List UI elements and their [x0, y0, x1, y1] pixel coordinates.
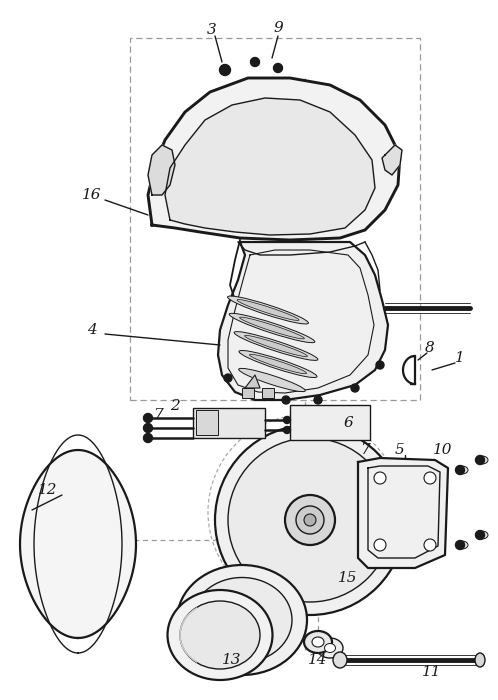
Text: 15: 15	[338, 571, 358, 585]
Ellipse shape	[192, 578, 292, 662]
Bar	[290, 405, 370, 440]
Ellipse shape	[333, 652, 347, 668]
Ellipse shape	[325, 643, 336, 652]
Circle shape	[220, 64, 231, 76]
Bar	[130, 38, 420, 400]
Ellipse shape	[239, 368, 305, 391]
Bar	[242, 388, 254, 398]
Polygon shape	[148, 78, 400, 240]
Circle shape	[456, 466, 465, 475]
Ellipse shape	[239, 351, 317, 377]
Ellipse shape	[456, 541, 468, 549]
Circle shape	[296, 506, 324, 534]
Bar	[196, 410, 218, 435]
Polygon shape	[20, 450, 136, 638]
Text: 10: 10	[433, 443, 453, 457]
Ellipse shape	[304, 631, 332, 653]
Bar	[193, 408, 265, 438]
Polygon shape	[358, 458, 448, 568]
Circle shape	[228, 438, 392, 602]
Text: 7: 7	[360, 443, 370, 457]
Text: 14: 14	[308, 653, 328, 667]
Ellipse shape	[475, 653, 485, 667]
Circle shape	[143, 424, 152, 433]
Bar	[262, 388, 274, 398]
Circle shape	[224, 374, 232, 382]
Ellipse shape	[177, 565, 307, 675]
Ellipse shape	[228, 296, 308, 324]
Ellipse shape	[234, 332, 318, 361]
Circle shape	[374, 472, 386, 484]
Polygon shape	[148, 145, 175, 195]
Ellipse shape	[456, 466, 468, 474]
Ellipse shape	[476, 531, 488, 539]
Text: 3: 3	[207, 23, 217, 37]
Text: 6: 6	[343, 416, 353, 430]
Text: 16: 16	[82, 188, 102, 202]
Text: 9: 9	[273, 21, 283, 35]
Text: 13: 13	[222, 653, 242, 667]
Circle shape	[376, 361, 384, 369]
Ellipse shape	[317, 638, 343, 658]
Ellipse shape	[167, 590, 272, 680]
Polygon shape	[382, 145, 402, 175]
Circle shape	[424, 472, 436, 484]
Ellipse shape	[245, 335, 307, 356]
Circle shape	[273, 64, 282, 73]
Ellipse shape	[312, 637, 324, 647]
Text: 7: 7	[153, 408, 163, 422]
Text: 2: 2	[170, 399, 180, 413]
Text: 5: 5	[395, 443, 405, 457]
Text: 11: 11	[422, 665, 442, 679]
Text: 1: 1	[455, 351, 465, 365]
Ellipse shape	[237, 300, 299, 321]
Polygon shape	[165, 98, 375, 235]
Circle shape	[143, 433, 152, 442]
Circle shape	[215, 425, 405, 615]
Ellipse shape	[249, 354, 307, 374]
Text: 8: 8	[425, 341, 435, 355]
Circle shape	[304, 514, 316, 526]
Ellipse shape	[476, 456, 488, 464]
Ellipse shape	[229, 314, 315, 343]
Ellipse shape	[240, 317, 304, 339]
Ellipse shape	[180, 601, 260, 669]
Circle shape	[283, 416, 290, 424]
Circle shape	[351, 384, 359, 392]
Circle shape	[285, 495, 335, 545]
Circle shape	[456, 540, 465, 550]
Circle shape	[424, 539, 436, 551]
Circle shape	[282, 396, 290, 404]
Circle shape	[476, 456, 485, 465]
Circle shape	[283, 426, 290, 433]
Polygon shape	[218, 242, 388, 400]
Circle shape	[143, 414, 152, 423]
Circle shape	[250, 57, 259, 66]
Polygon shape	[245, 375, 260, 388]
Text: 12: 12	[38, 483, 58, 497]
Circle shape	[476, 531, 485, 540]
Circle shape	[314, 396, 322, 404]
Circle shape	[374, 539, 386, 551]
Text: 4: 4	[87, 323, 97, 337]
